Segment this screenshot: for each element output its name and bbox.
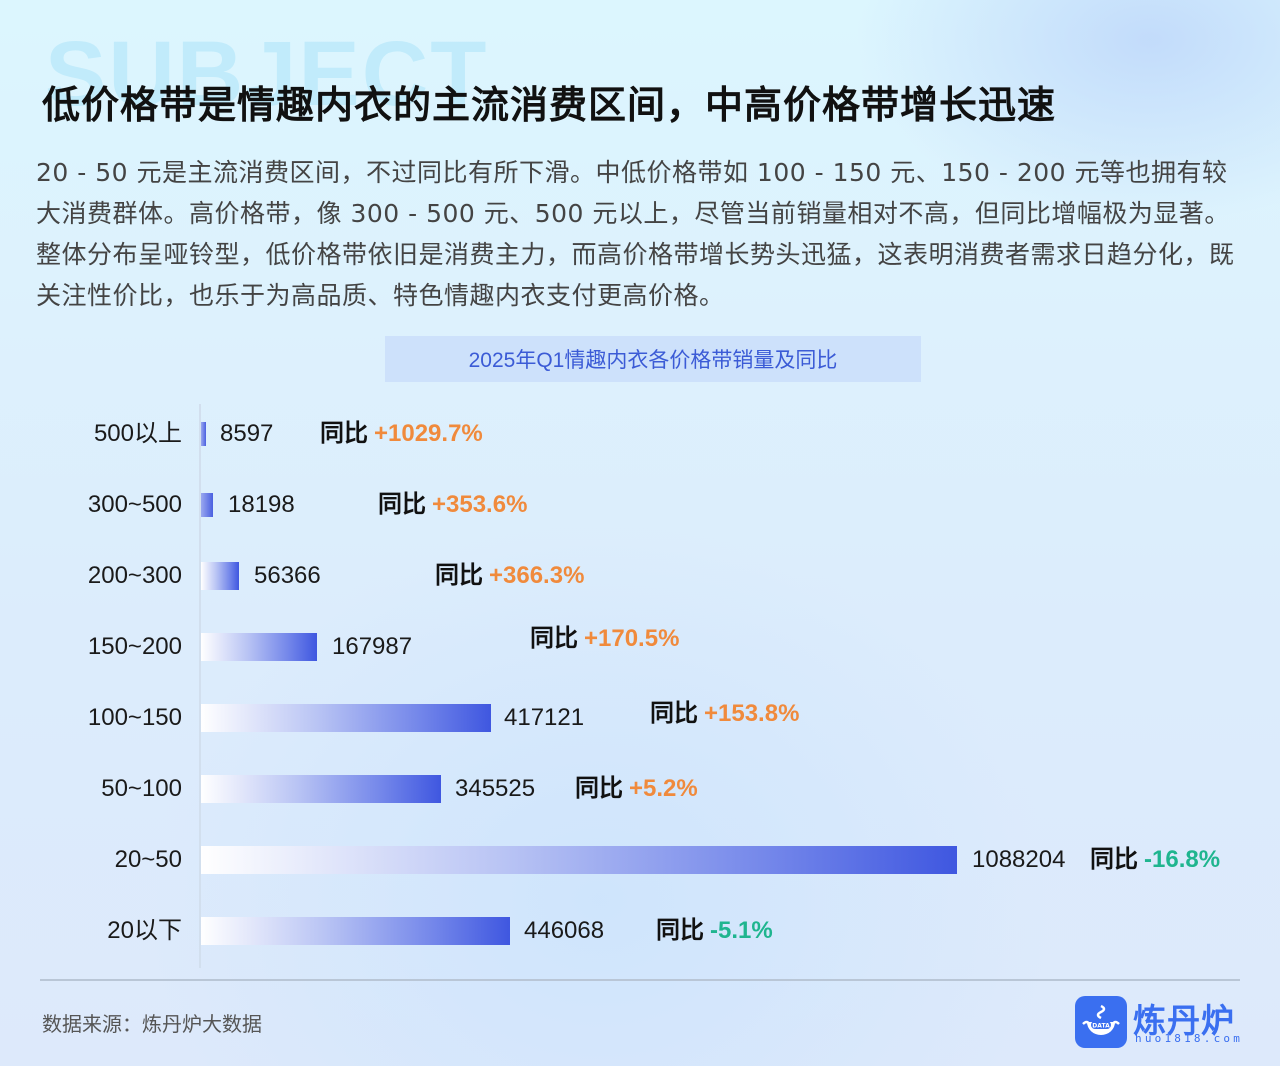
yoy-label: 同比 +153.8% <box>650 700 799 728</box>
yoy-value: +353.6% <box>432 491 528 518</box>
yoy-label: 同比 +170.5% <box>530 625 679 653</box>
value-label: 8597 <box>220 420 274 447</box>
chart-title: 2025年Q1情趣内衣各价格带销量及同比 <box>385 336 921 382</box>
bar-row: 50~100 345525 同比 +5.2% <box>0 775 1280 803</box>
category-label: 100~150 <box>87 704 182 731</box>
logo-badge-text: DATA <box>1092 1023 1110 1030</box>
yoy-label: 同比 +353.6% <box>378 491 527 519</box>
yoy-label: 同比 -16.8% <box>1090 846 1220 874</box>
value-label: 18198 <box>228 491 295 518</box>
yoy-prefix: 同比 <box>656 917 704 944</box>
bar-row: 300~500 18198 同比 +353.6% <box>0 491 1280 519</box>
yoy-label: 同比 +5.2% <box>575 775 698 803</box>
yoy-value: +170.5% <box>584 625 680 652</box>
bar-row: 150~200 167987 同比 +170.5% <box>0 625 1280 661</box>
logo-url: huo1818.com <box>1135 1032 1244 1045</box>
value-label: 417121 <box>504 704 585 731</box>
data-source-label: 数据来源：炼丹炉大数据 <box>42 1012 262 1036</box>
logo-badge-icon: DATA <box>1075 996 1127 1048</box>
yoy-prefix: 同比 <box>320 420 368 447</box>
category-label: 20以下 <box>107 917 182 944</box>
yoy-value: -5.1% <box>710 917 773 944</box>
yoy-value: +5.2% <box>629 775 698 802</box>
yoy-label: 同比 +366.3% <box>435 562 584 590</box>
bar <box>201 633 317 661</box>
value-label: 56366 <box>254 562 321 589</box>
logo-name: 炼丹炉 <box>1133 1001 1235 1040</box>
yoy-value: -16.8% <box>1144 846 1221 873</box>
category-label: 200~300 <box>87 562 182 589</box>
yoy-label: 同比 -5.1% <box>656 917 773 945</box>
bar-row: 200~300 56366 同比 +366.3% <box>0 562 1280 590</box>
value-label: 446068 <box>524 917 605 944</box>
bar-row: 100~150 417121 同比 +153.8% <box>0 700 1280 732</box>
bar <box>201 493 213 517</box>
yoy-prefix: 同比 <box>650 700 698 727</box>
category-label: 300~500 <box>87 491 182 518</box>
yoy-value: +153.8% <box>704 700 800 727</box>
bar-row: 20~50 1088204 同比 -16.8% <box>0 846 1280 874</box>
category-axis-line <box>199 404 201 968</box>
bar <box>201 562 239 590</box>
yoy-label: 同比 +1029.7% <box>320 420 483 448</box>
yoy-value: +366.3% <box>489 562 585 589</box>
category-label: 50~100 <box>101 775 182 802</box>
value-label: 1088204 <box>972 846 1066 873</box>
yoy-prefix: 同比 <box>435 562 483 589</box>
bar-row: 20以下 446068 同比 -5.1% <box>0 917 1280 945</box>
category-label: 500以上 <box>93 420 182 447</box>
bar <box>201 846 957 874</box>
yoy-prefix: 同比 <box>575 775 623 802</box>
bar <box>201 422 206 446</box>
yoy-prefix: 同比 <box>378 491 426 518</box>
subject-watermark: SUBJECT <box>45 23 489 125</box>
yoy-value: +1029.7% <box>374 420 483 447</box>
bar <box>201 917 510 945</box>
footer-divider <box>40 979 1240 981</box>
brand-logo: DATA 炼丹炉 huo1818.com <box>1075 996 1255 1048</box>
bar <box>201 704 491 732</box>
yoy-prefix: 同比 <box>530 625 578 652</box>
category-label: 20~50 <box>114 846 182 873</box>
cauldron-icon: DATA <box>1082 1004 1120 1035</box>
value-label: 345525 <box>455 775 536 802</box>
bar <box>201 775 441 803</box>
page-title: 低价格带是情趣内衣的主流消费区间，中高价格带增长迅速 <box>42 83 1057 127</box>
value-label: 167987 <box>332 633 413 660</box>
category-label: 150~200 <box>87 633 182 660</box>
yoy-prefix: 同比 <box>1090 846 1138 873</box>
bar-row: 500以上 8597 同比 +1029.7% <box>0 420 1280 448</box>
description-paragraph: 20 - 50 元是主流消费区间，不过同比有所下滑。中低价格带如 100 - 1… <box>36 158 1235 310</box>
